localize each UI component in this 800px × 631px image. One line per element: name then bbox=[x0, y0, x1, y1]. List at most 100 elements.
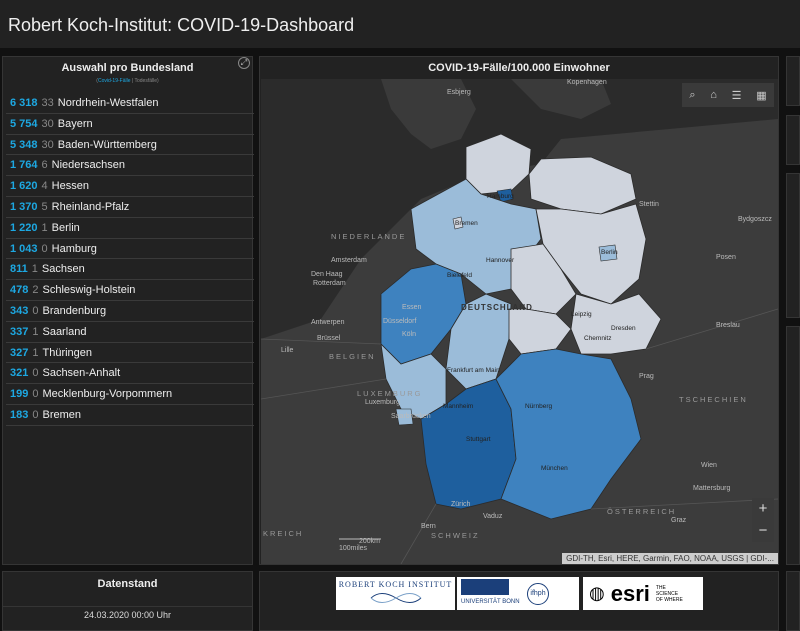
state-deaths: 0 bbox=[32, 388, 39, 401]
state-deaths: 30 bbox=[41, 138, 54, 151]
map-label: Kopenhagen bbox=[567, 79, 607, 86]
rki-emblem-icon bbox=[370, 593, 421, 603]
map-label: Den Haag bbox=[311, 271, 343, 278]
state-row[interactable]: 1 620 4 Hessen bbox=[6, 176, 254, 197]
state-deaths: 5 bbox=[41, 200, 48, 213]
state-row[interactable]: 343 0 Brandenburg bbox=[6, 301, 254, 322]
state-row[interactable]: 1 043 0 Hamburg bbox=[6, 239, 254, 260]
side-panel-stub bbox=[786, 326, 800, 565]
state-row[interactable]: 811 1 Sachsen bbox=[6, 259, 254, 281]
zoom-in-button[interactable]: + bbox=[758, 500, 768, 517]
map-label: Stettin bbox=[639, 201, 659, 208]
state-cases: 6 318 bbox=[10, 97, 38, 109]
state-deaths: 33 bbox=[41, 97, 54, 109]
state-cases: 478 bbox=[10, 284, 29, 297]
map-label: Posen bbox=[716, 254, 736, 261]
map-title: COVID-19-Fälle/100.000 Einwohner bbox=[428, 62, 610, 74]
state-row[interactable]: 183 0 Bremen bbox=[6, 405, 254, 426]
state-deaths: 0 bbox=[41, 242, 48, 255]
state-row[interactable]: 337 1 Saarland bbox=[6, 322, 254, 343]
map-toolbar: ⌕ ⌂ ☰ ▦ bbox=[682, 83, 774, 107]
state-deaths: 0 bbox=[32, 304, 39, 317]
side-panel-stub bbox=[786, 571, 800, 631]
map-label: Bydgoszcz bbox=[738, 216, 772, 223]
scale-bar: 200km 100miles bbox=[339, 538, 380, 552]
data-status-date: 24.03.2020 00:00 Uhr bbox=[3, 606, 252, 620]
state-cases: 1 764 bbox=[10, 159, 38, 172]
state-cases: 811 bbox=[10, 263, 28, 276]
state-cases: 1 370 bbox=[10, 200, 38, 213]
state-name: Thüringen bbox=[42, 346, 93, 359]
state-row[interactable]: 199 0 Mecklenburg-Vorpommern bbox=[6, 384, 254, 405]
expand-icon[interactable]: ⤢ bbox=[238, 57, 250, 69]
uni-bonn-logo[interactable]: UNIVERSITÄT BONN ifhph bbox=[457, 577, 579, 610]
map-view[interactable]: Esbjerg Kopenhagen Hamburg Bremen Hannov… bbox=[261, 79, 778, 564]
state-row[interactable]: 1 220 1 Berlin bbox=[6, 218, 254, 239]
map-label: Düsseldorf bbox=[383, 318, 417, 325]
map-label: Hamburg bbox=[487, 193, 514, 200]
rki-logo-text: ROBERT KOCH INSTITUT bbox=[338, 580, 453, 589]
state-cases: 183 bbox=[10, 408, 29, 421]
tab-separator: | bbox=[131, 78, 134, 84]
legend-icon[interactable]: ☰ bbox=[731, 89, 742, 102]
state-row[interactable]: 478 2 Schleswig-Holstein bbox=[6, 280, 254, 301]
tab-cases[interactable]: Covid-19-Fälle bbox=[97, 78, 131, 84]
state-row[interactable]: 321 0 Sachsen-Anhalt bbox=[6, 363, 254, 385]
state-cases: 327 bbox=[10, 346, 29, 359]
map-label: Frankfurt am Main bbox=[447, 367, 500, 374]
map-label: DEUTSCHLAND bbox=[461, 303, 533, 312]
qr-code-icon[interactable]: ▦ bbox=[756, 89, 767, 102]
map-label: Saarbrücken bbox=[391, 413, 431, 420]
esri-logo-text: esri bbox=[610, 580, 650, 606]
state-deaths: 2 bbox=[32, 284, 39, 297]
list-subtabs: (Covid-19-Fälle | Todesfälle) bbox=[96, 78, 159, 84]
state-row[interactable]: 327 1 Thüringen bbox=[6, 343, 254, 364]
map-label: NIEDERLANDE bbox=[331, 232, 407, 241]
state-row[interactable]: 1 764 6 Niedersachsen bbox=[6, 155, 254, 177]
data-status-panel: Datenstand 24.03.2020 00:00 Uhr bbox=[2, 571, 253, 631]
state-name: Rheinland-Pfalz bbox=[51, 200, 130, 213]
map-label: Vaduz bbox=[483, 513, 503, 520]
zoom-out-button[interactable]: − bbox=[758, 522, 768, 539]
rki-logo[interactable]: ROBERT KOCH INSTITUT bbox=[336, 577, 455, 610]
side-panel-stub bbox=[786, 173, 800, 318]
state-name: Mecklenburg-Vorpommern bbox=[42, 388, 173, 401]
map-label: Esbjerg bbox=[447, 89, 471, 96]
state-deaths: 1 bbox=[32, 325, 39, 338]
esri-logo[interactable]: ◍ esri THE SCIENCE OF WHERE bbox=[583, 577, 703, 610]
state-deaths: 6 bbox=[41, 159, 48, 172]
list-title: Auswahl pro Bundesland bbox=[61, 62, 194, 74]
state-cases: 1 043 bbox=[10, 242, 38, 255]
state-deaths: 1 bbox=[32, 346, 39, 359]
data-status-title: Datenstand bbox=[97, 578, 158, 590]
state-row[interactable]: 5 754 30 Bayern bbox=[6, 114, 254, 135]
search-icon[interactable]: ⌕ bbox=[689, 88, 696, 101]
state-name: Niedersachsen bbox=[51, 159, 126, 172]
map-label: BELGIEN bbox=[329, 352, 376, 361]
map-label: Lille bbox=[281, 347, 294, 354]
tab-deaths[interactable]: Todesfälle bbox=[134, 78, 158, 84]
map-panel: COVID-19-Fälle/100.000 Einwohner bbox=[259, 56, 779, 565]
state-name: Sachsen-Anhalt bbox=[42, 367, 121, 380]
map-label: Köln bbox=[402, 331, 417, 338]
map-label: Graz bbox=[671, 517, 687, 524]
state-cases: 5 348 bbox=[10, 138, 38, 151]
map-label: LUXEMBURG bbox=[357, 389, 423, 398]
map-label: Prag bbox=[639, 373, 654, 380]
state-row[interactable]: 5 348 30 Baden-Württemberg bbox=[6, 135, 254, 156]
map-label: Dresden bbox=[611, 325, 636, 332]
map-label: Zürich bbox=[451, 501, 471, 508]
map-label: Berlin bbox=[601, 249, 618, 256]
app-header: Robert Koch-Institut: COVID-19-Dashboard bbox=[0, 0, 800, 50]
state-row[interactable]: 1 370 5 Rheinland-Pfalz bbox=[6, 197, 254, 218]
state-deaths: 1 bbox=[31, 263, 38, 276]
map-label: Leipzig bbox=[571, 311, 592, 318]
state-cases: 1 220 bbox=[10, 221, 38, 234]
map-label: Rotterdam bbox=[313, 280, 346, 287]
state-cases: 199 bbox=[10, 388, 29, 401]
state-list-panel: ⤢ Auswahl pro Bundesland (Covid-19-Fälle… bbox=[2, 56, 254, 565]
home-icon[interactable]: ⌂ bbox=[710, 89, 717, 101]
state-row[interactable]: 6 318 33 Nordrhein-Westfalen bbox=[6, 93, 254, 114]
state-name: Saarland bbox=[42, 325, 87, 338]
map-label: Chemnitz bbox=[584, 335, 612, 342]
